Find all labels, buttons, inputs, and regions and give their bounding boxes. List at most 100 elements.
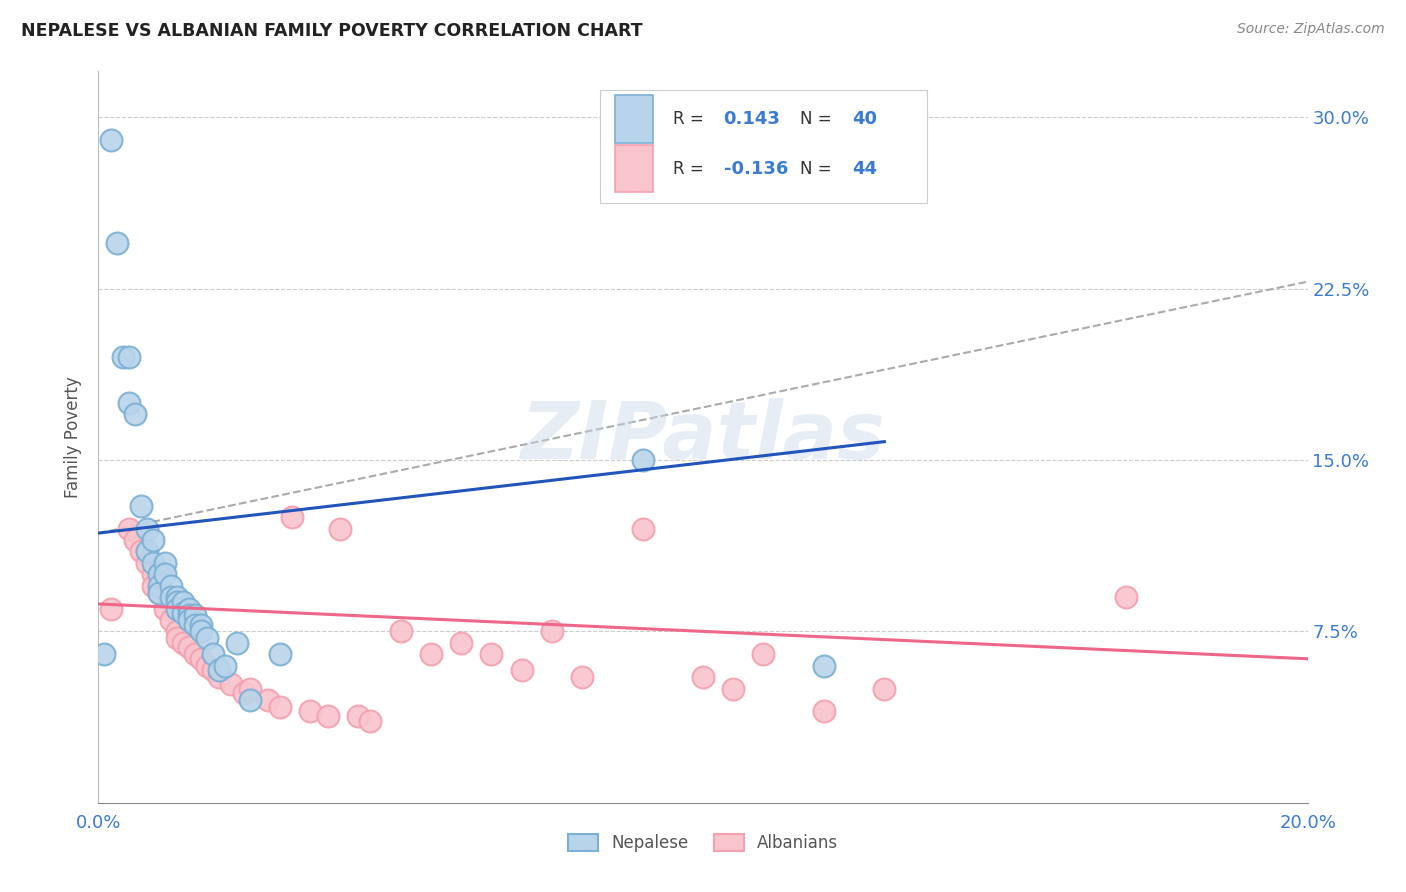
Point	[420, 647, 443, 661]
Point	[481, 647, 503, 661]
Point	[202, 647, 225, 661]
Point	[118, 350, 141, 364]
Point	[540, 624, 562, 639]
Point	[179, 640, 201, 655]
Point	[256, 693, 278, 707]
Point	[347, 709, 370, 723]
Point	[142, 567, 165, 582]
Point	[105, 235, 128, 250]
Point	[873, 681, 896, 696]
Point	[179, 601, 201, 615]
Point	[232, 686, 254, 700]
Text: 0.143: 0.143	[724, 110, 780, 128]
Point	[166, 632, 188, 646]
Point	[160, 613, 183, 627]
Point	[190, 624, 212, 639]
Point	[450, 636, 472, 650]
Point	[752, 647, 775, 661]
Point	[360, 714, 382, 728]
Point	[179, 608, 201, 623]
Point	[692, 670, 714, 684]
Text: R =: R =	[672, 110, 709, 128]
Point	[202, 663, 225, 677]
Point	[135, 556, 157, 570]
Point	[153, 601, 176, 615]
Point	[118, 396, 141, 410]
Text: N =: N =	[800, 110, 837, 128]
Point	[129, 499, 152, 513]
Point	[631, 453, 654, 467]
Point	[723, 681, 745, 696]
Text: N =: N =	[800, 160, 837, 178]
Point	[142, 579, 165, 593]
Point	[153, 567, 176, 582]
FancyBboxPatch shape	[600, 90, 927, 203]
Point	[269, 647, 291, 661]
Point	[172, 636, 194, 650]
Point	[166, 590, 188, 604]
Point	[269, 699, 291, 714]
Point	[571, 670, 593, 684]
Point	[93, 647, 115, 661]
Point	[813, 705, 835, 719]
Point	[179, 613, 201, 627]
FancyBboxPatch shape	[614, 145, 654, 193]
Point	[148, 579, 170, 593]
Text: ZIPatlas: ZIPatlas	[520, 398, 886, 476]
Point	[226, 636, 249, 650]
Point	[135, 544, 157, 558]
Text: NEPALESE VS ALBANIAN FAMILY POVERTY CORRELATION CHART: NEPALESE VS ALBANIAN FAMILY POVERTY CORR…	[21, 22, 643, 40]
Point	[100, 133, 122, 147]
Point	[142, 533, 165, 547]
Point	[239, 693, 262, 707]
Legend: Nepalese, Albanians: Nepalese, Albanians	[560, 825, 846, 860]
Point	[190, 652, 212, 666]
Point	[118, 521, 141, 535]
Point	[160, 579, 183, 593]
Point	[190, 617, 212, 632]
FancyBboxPatch shape	[614, 95, 654, 143]
Point	[160, 590, 183, 604]
Point	[281, 510, 304, 524]
Point	[172, 595, 194, 609]
Point	[195, 658, 218, 673]
Point	[184, 608, 207, 623]
Point	[214, 658, 236, 673]
Point	[208, 670, 231, 684]
Point	[221, 677, 243, 691]
Point	[124, 533, 146, 547]
Text: -0.136: -0.136	[724, 160, 787, 178]
Point	[172, 606, 194, 620]
Point	[111, 350, 134, 364]
Point	[100, 601, 122, 615]
Point	[124, 407, 146, 421]
Point	[166, 601, 188, 615]
Point	[148, 585, 170, 599]
Text: 40: 40	[852, 110, 877, 128]
Point	[208, 663, 231, 677]
Point	[195, 632, 218, 646]
Point	[148, 585, 170, 599]
Point	[299, 705, 322, 719]
Point	[166, 595, 188, 609]
Text: Source: ZipAtlas.com: Source: ZipAtlas.com	[1237, 22, 1385, 37]
Point	[631, 521, 654, 535]
Point	[389, 624, 412, 639]
Point	[1115, 590, 1137, 604]
Point	[316, 709, 339, 723]
Point	[329, 521, 352, 535]
Point	[148, 567, 170, 582]
Point	[510, 663, 533, 677]
Point	[129, 544, 152, 558]
Y-axis label: Family Poverty: Family Poverty	[65, 376, 83, 498]
Point	[239, 681, 262, 696]
Text: R =: R =	[672, 160, 709, 178]
Point	[166, 624, 188, 639]
Point	[153, 556, 176, 570]
Point	[135, 521, 157, 535]
Point	[142, 556, 165, 570]
Point	[184, 647, 207, 661]
Point	[813, 658, 835, 673]
Point	[184, 617, 207, 632]
Text: 44: 44	[852, 160, 877, 178]
